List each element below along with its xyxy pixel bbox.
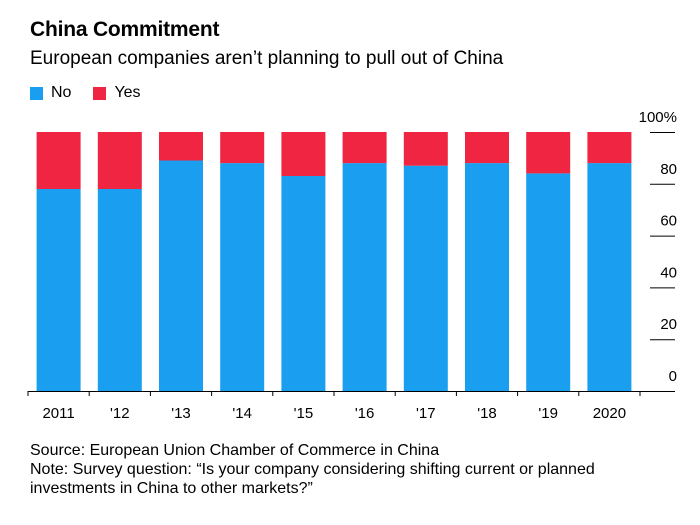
bar-no-7 — [465, 163, 509, 391]
x-tick-label: '12 — [110, 405, 130, 422]
survey-note-line-2: investments in China to other markets?” — [30, 480, 313, 497]
x-tick-label: '13 — [171, 405, 191, 422]
bar-no-9 — [587, 163, 632, 391]
x-tick-label: '15 — [294, 405, 314, 422]
legend-label-yes: Yes — [114, 84, 141, 101]
x-tick-label: '16 — [355, 405, 375, 422]
bar-no-6 — [403, 165, 448, 391]
bar-yes-2 — [159, 132, 203, 161]
bar-yes-8 — [526, 132, 571, 174]
y-tick-label: 80 — [660, 161, 677, 178]
y-tick-label: 0 — [669, 368, 677, 385]
chart-title: China Commitment — [30, 18, 220, 41]
y-tick-label: 100% — [639, 109, 677, 126]
bar-yes-7 — [465, 132, 509, 164]
chart-subtitle: European companies aren’t planning to pu… — [30, 48, 504, 69]
bar-no-4 — [281, 176, 326, 391]
y-tick-label: 60 — [660, 213, 677, 230]
source-note: Source: European Union Chamber of Commer… — [30, 442, 440, 459]
legend: No Yes — [30, 84, 163, 102]
legend-item-yes: Yes — [93, 84, 141, 102]
x-tick-label: '14 — [232, 405, 252, 422]
bar-yes-1 — [97, 132, 142, 189]
x-tick-label: 2020 — [593, 405, 626, 422]
bar-yes-3 — [220, 132, 265, 164]
legend-item-no: No — [30, 84, 71, 102]
y-tick-label: 20 — [660, 316, 677, 333]
y-tick-label: 40 — [660, 264, 677, 281]
x-tick-label: '17 — [416, 405, 436, 422]
bar-yes-0 — [36, 132, 81, 189]
bar-yes-5 — [342, 132, 387, 164]
bar-yes-4 — [281, 132, 326, 176]
x-tick-label: '19 — [538, 405, 558, 422]
legend-label-no: No — [51, 84, 72, 101]
survey-note-line-1: Note: Survey question: “Is your company … — [30, 461, 595, 478]
legend-swatch-yes — [93, 86, 107, 100]
bar-yes-6 — [403, 132, 448, 166]
bar-yes-9 — [587, 132, 632, 164]
bar-no-0 — [36, 189, 81, 391]
bar-no-8 — [526, 173, 571, 391]
bar-no-5 — [342, 163, 387, 391]
bar-no-1 — [97, 189, 142, 391]
x-tick-label: '18 — [477, 405, 497, 422]
x-tick-label: 2011 — [42, 405, 74, 422]
bar-no-2 — [159, 160, 203, 391]
chart-footer: Source: European Union Chamber of Commer… — [30, 441, 595, 498]
legend-swatch-no — [30, 86, 43, 100]
bar-no-3 — [220, 163, 265, 391]
